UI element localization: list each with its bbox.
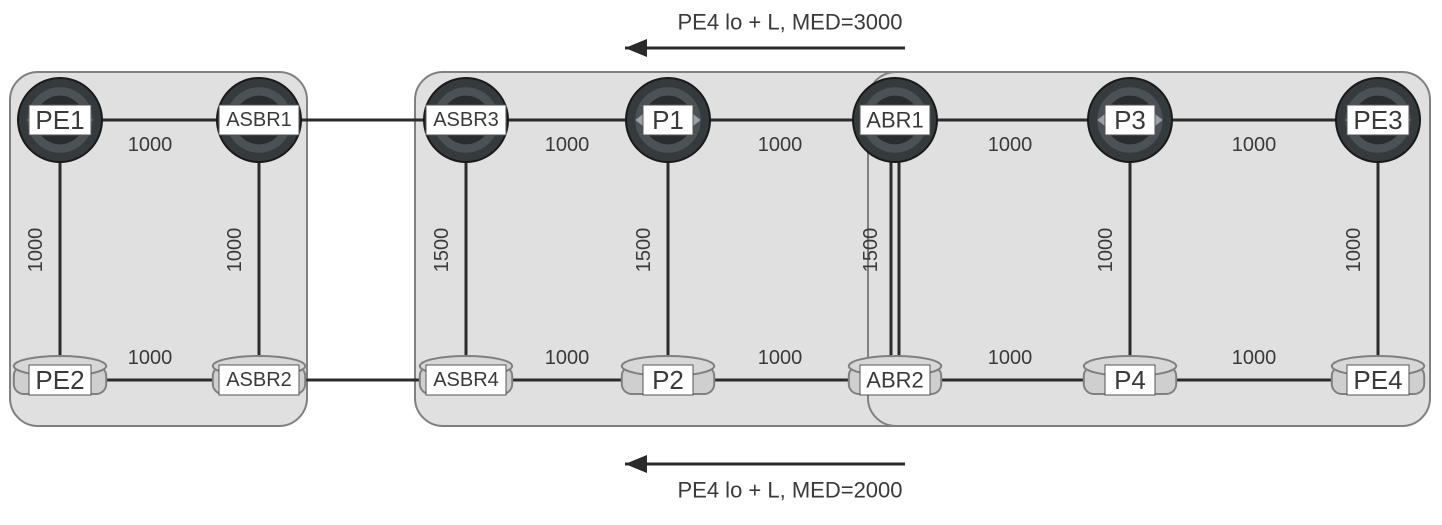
node-label-ASBR3: ASBR3: [433, 109, 499, 131]
node-label-PE4: PE4: [1353, 365, 1402, 395]
node-label-ASBR2: ASBR2: [226, 369, 292, 391]
node-label-ABR2: ABR2: [866, 368, 923, 393]
node-label-P2: P2: [652, 365, 684, 395]
edge-label-PE1-PE2: 1000: [25, 228, 47, 273]
node-P3: P3: [1088, 78, 1172, 162]
node-ASBR1: ASBR1: [217, 78, 301, 162]
node-PE2: PE2: [14, 356, 106, 395]
edge-label-PE3-PE4: 1000: [1343, 228, 1365, 273]
network-diagram: 1000 1000 1000 1000 1000 1000 1000 1000 1500 1500…: [0, 0, 1442, 525]
edge-label-P1-ABR1: 1000: [758, 134, 803, 156]
node-ABR2: ABR2: [849, 356, 941, 395]
edge-label-ASBR3-P1: 1000: [545, 134, 590, 156]
anno-top-arrow-head: [625, 39, 647, 57]
edge-label-PE2-ASBR2: 1000: [128, 347, 173, 369]
anno-bottom-text: PE4 lo + L, MED=2000: [677, 478, 902, 503]
edge-label-P4-PE4: 1000: [1232, 347, 1277, 369]
node-PE1: PE1: [18, 78, 102, 162]
node-PE4: PE4: [1332, 356, 1424, 395]
edge-label-ABR1-ABR2: 1500: [860, 228, 882, 273]
node-PE3: PE3: [1336, 78, 1420, 162]
node-label-PE2: PE2: [35, 365, 84, 395]
anno-bottom-arrow-head: [625, 455, 647, 473]
node-ASBR4: ASBR4: [420, 356, 512, 395]
node-label-PE1: PE1: [35, 105, 84, 135]
node-P2: P2: [622, 356, 714, 395]
edge-label-P3-P4: 1000: [1095, 228, 1117, 273]
edge-label-PE1-ASBR1: 1000: [128, 134, 173, 156]
edge-label-ASBR3-ASBR4: 1500: [431, 228, 453, 273]
edge-label-ASBR1-ASBR2: 1000: [224, 228, 246, 273]
node-P1: P1: [626, 78, 710, 162]
node-label-P4: P4: [1114, 365, 1146, 395]
node-ASBR3: ASBR3: [424, 78, 508, 162]
edge-label-P3-PE3: 1000: [1232, 134, 1277, 156]
node-label-ASBR4: ASBR4: [433, 369, 499, 391]
node-label-P3: P3: [1114, 105, 1146, 135]
node-label-ABR1: ABR1: [866, 108, 923, 133]
node-label-P1: P1: [652, 105, 684, 135]
edge-label-P1-P2: 1500: [633, 228, 655, 273]
edge-label-P2-ABR2: 1000: [758, 347, 803, 369]
node-ABR1: ABR1: [853, 78, 937, 162]
node-label-ASBR1: ASBR1: [226, 109, 292, 131]
node-P4: P4: [1084, 356, 1176, 395]
edge-label-ABR2-P4: 1000: [988, 347, 1033, 369]
anno-top-text: PE4 lo + L, MED=3000: [677, 10, 902, 35]
node-label-PE3: PE3: [1353, 105, 1402, 135]
edge-label-ASBR4-P2: 1000: [545, 347, 590, 369]
node-ASBR2: ASBR2: [213, 356, 305, 395]
edge-label-ABR1-P3: 1000: [988, 134, 1033, 156]
